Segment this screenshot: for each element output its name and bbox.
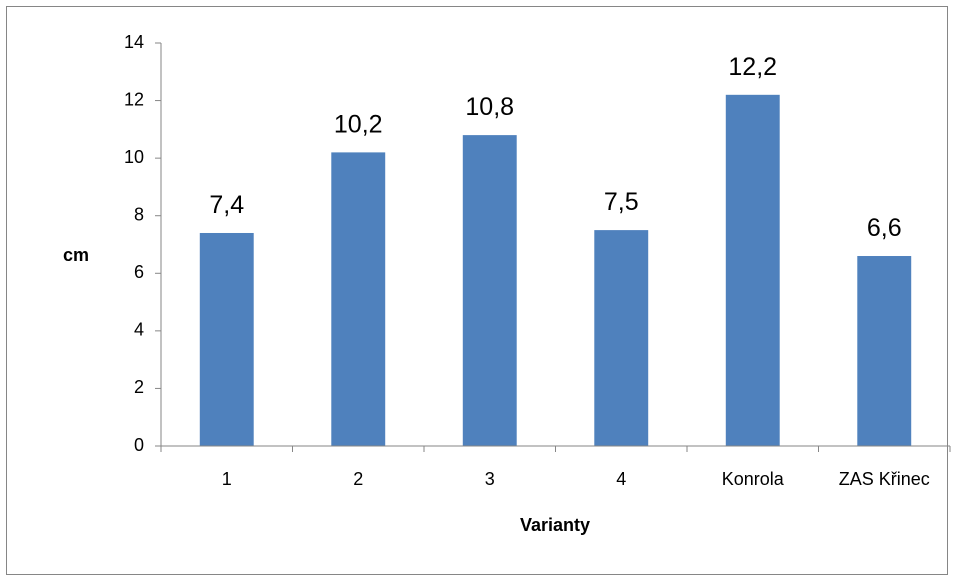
bar <box>331 152 386 446</box>
bar <box>857 256 912 446</box>
x-tick-label: 4 <box>616 469 626 489</box>
y-axis-title: cm <box>63 245 89 265</box>
data-label: 10,8 <box>465 93 514 121</box>
data-labels: 7,4 10,2 10,8 7,5 12,2 6,6 <box>209 53 901 242</box>
y-tick-label: 0 <box>134 435 144 455</box>
x-axis-ticks: 1 2 3 4 Konrola ZAS Křinec <box>222 469 930 489</box>
y-axis-ticks: 0 2 4 6 8 10 12 14 <box>124 32 144 455</box>
data-label: 10,2 <box>334 110 383 138</box>
y-tick-label: 12 <box>124 89 144 109</box>
y-tick-label: 2 <box>134 377 144 397</box>
data-label: 7,5 <box>604 188 639 216</box>
data-label: 6,6 <box>867 214 902 242</box>
bar <box>725 94 780 447</box>
bar <box>594 230 649 446</box>
x-tick-label: ZAS Křinec <box>839 469 930 489</box>
y-tick-label: 10 <box>124 147 144 167</box>
bar <box>199 232 254 446</box>
y-tick-label: 14 <box>124 32 144 52</box>
bar <box>462 135 517 446</box>
x-tick-label: 3 <box>485 469 495 489</box>
y-tick-label: 8 <box>134 204 144 224</box>
x-axis-title: Varianty <box>520 515 590 535</box>
axes <box>155 42 951 452</box>
y-tick-label: 4 <box>134 320 144 340</box>
y-tick-label: 6 <box>134 262 144 282</box>
x-tick-label: Konrola <box>722 469 785 489</box>
x-tick-label: 2 <box>353 469 363 489</box>
data-label: 7,4 <box>209 191 244 219</box>
x-tick-label: 1 <box>222 469 232 489</box>
bars <box>199 94 912 447</box>
data-label: 12,2 <box>728 53 777 81</box>
